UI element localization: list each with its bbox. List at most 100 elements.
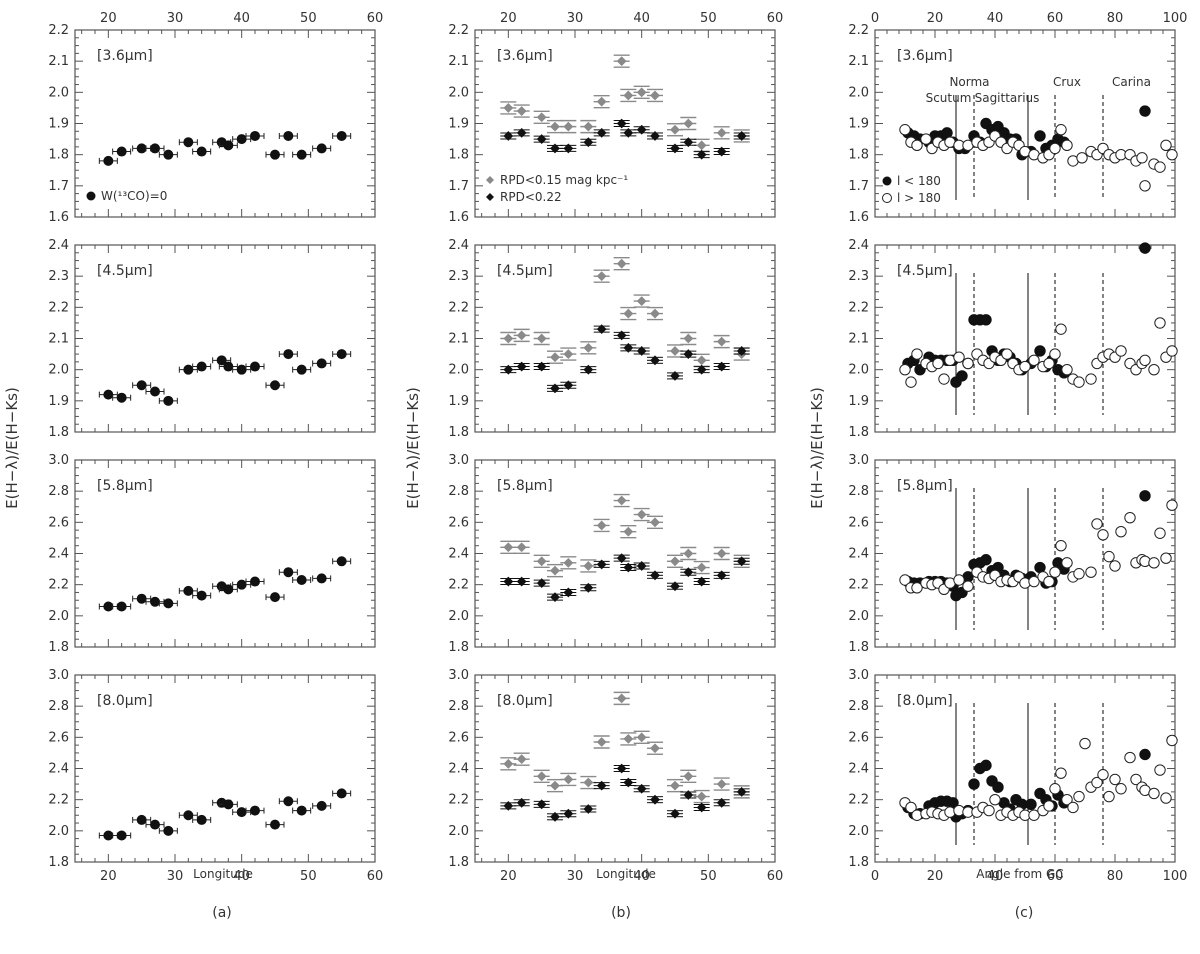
y-tick-label: 2.1 xyxy=(448,332,469,347)
data-point-black-diamond xyxy=(696,149,707,160)
data-point-filled xyxy=(136,143,147,154)
data-point-open xyxy=(1091,518,1103,530)
data-point-gray-diamond xyxy=(683,771,694,782)
data-point-filled xyxy=(336,556,347,567)
data-point-filled xyxy=(196,361,207,372)
data-point-gray-diamond xyxy=(636,296,647,307)
panel-c-3: 1.8 2.0 2.2 2.4 2.6 2.8 3.0 [5.8μm] xyxy=(848,453,1178,655)
data-point-black-diamond xyxy=(536,361,547,372)
data-point-gray-diamond xyxy=(683,333,694,344)
data-point-gray-diamond xyxy=(670,124,680,135)
y-tick-label: 2.0 xyxy=(848,85,869,100)
data-point-black-diamond xyxy=(563,380,574,391)
data-point-open xyxy=(899,574,911,586)
data-point-filled xyxy=(316,800,327,811)
band-label: [3.6μm] xyxy=(97,48,153,64)
data-point-open xyxy=(1136,152,1148,164)
data-point-black-diamond xyxy=(696,802,707,813)
data-point-filled xyxy=(283,349,294,360)
y-tick-label: 2.4 xyxy=(48,238,69,253)
data-point-open xyxy=(1154,161,1166,173)
x-top-tick-label: 20 xyxy=(927,11,944,26)
data-point-black-diamond xyxy=(616,330,627,341)
y-tick-label: 2.6 xyxy=(848,730,869,745)
data-point-open xyxy=(911,139,923,152)
data-point-filled xyxy=(116,146,127,157)
data-point-black-diamond xyxy=(596,127,607,138)
data-point-gray-diamond xyxy=(596,737,607,747)
data-point-filled xyxy=(296,805,307,816)
data-point-filled xyxy=(103,830,114,841)
x-top-tick-label: 60 xyxy=(1047,11,1064,26)
data-point-gray-diamond xyxy=(683,548,694,559)
x-tick-label: 50 xyxy=(300,869,317,884)
data-point-gray-diamond xyxy=(650,308,660,319)
y-tick-label: 2.2 xyxy=(448,23,469,38)
y-tick-label: 2.4 xyxy=(848,238,869,253)
caption-a: (a) xyxy=(212,905,232,921)
data-point-filled xyxy=(223,584,234,595)
data-point-filled xyxy=(103,155,114,166)
panel-b-1: 1.6 1.7 1.8 1.9 2.0 2.1 2.2 20 30 40 50 60 [3.6μm] RP… xyxy=(448,11,783,225)
data-point-open xyxy=(1130,773,1142,786)
data-point-open xyxy=(1061,557,1073,569)
data-point-filled xyxy=(270,380,280,391)
data-point-filled xyxy=(163,395,174,406)
x-tick-label: 100 xyxy=(1163,869,1188,884)
y-tick-label: 2.0 xyxy=(448,609,469,624)
data-point-gray-diamond xyxy=(616,495,627,506)
caption-b: (b) xyxy=(611,905,631,921)
x-tick-label: 0 xyxy=(871,869,879,884)
data-point-gray-diamond xyxy=(583,561,594,571)
data-point-gray-diamond xyxy=(596,271,607,282)
data-point-black-diamond xyxy=(516,127,527,138)
x-top-tick-label: 40 xyxy=(633,11,650,26)
y-tick-label: 2.3 xyxy=(448,269,469,284)
data-point-open xyxy=(1109,560,1121,572)
data-point-open xyxy=(1115,345,1127,357)
y-tick-label: 2.4 xyxy=(848,762,869,777)
data-point-open xyxy=(1049,566,1061,578)
data-point-black-diamond xyxy=(650,131,660,141)
data-point-black-diamond xyxy=(716,797,727,808)
panel-a-1: 1.6 1.7 1.8 1.9 2.0 2.1 2.2 20 30 40 50 60 [3.6μm] W(… xyxy=(48,11,383,225)
data-point-filled xyxy=(196,814,207,825)
y-tick-label: 2.1 xyxy=(848,54,869,69)
y-tick-label: 1.9 xyxy=(448,394,469,409)
data-point-gray-diamond xyxy=(636,87,647,98)
data-point-gray-diamond xyxy=(623,308,634,319)
data-point-open xyxy=(1115,783,1127,795)
y-tick-label: 2.6 xyxy=(448,515,469,530)
data-point-gray-diamond xyxy=(650,517,660,528)
y-tick-label: 2.2 xyxy=(448,793,469,808)
data-point-open xyxy=(1067,801,1079,814)
band-label: [5.8μm] xyxy=(497,478,553,494)
data-point-gray-diamond xyxy=(503,758,514,769)
data-point-filled xyxy=(196,590,207,601)
data-point-black-diamond xyxy=(736,786,747,797)
band-label: [8.0μm] xyxy=(497,693,553,709)
data-point-filled xyxy=(296,149,307,160)
data-point-open xyxy=(1049,783,1061,795)
y-tick-label: 2.2 xyxy=(448,300,469,315)
data-point-filled xyxy=(968,778,980,790)
data-point-black-diamond xyxy=(670,808,680,819)
data-point-filled xyxy=(992,781,1004,793)
y-tick-label: 2.0 xyxy=(48,363,69,378)
y-tick-label: 1.8 xyxy=(48,148,69,163)
data-point-filled xyxy=(223,140,234,151)
data-point-gray-diamond xyxy=(636,509,647,520)
data-point-black-diamond xyxy=(616,763,627,774)
data-point-filled xyxy=(103,601,114,612)
data-point-filled xyxy=(183,585,194,596)
data-point-open xyxy=(1091,776,1103,789)
data-point-gray-diamond xyxy=(563,557,574,568)
legend-marker xyxy=(86,191,96,201)
data-point-filled xyxy=(1139,490,1151,502)
data-point-filled xyxy=(150,386,160,397)
data-point-filled xyxy=(250,130,260,141)
data-point-filled xyxy=(1034,561,1046,574)
data-point-open xyxy=(1028,809,1040,821)
caption-c: (c) xyxy=(1015,905,1034,921)
y-tick-label: 2.2 xyxy=(48,793,69,808)
